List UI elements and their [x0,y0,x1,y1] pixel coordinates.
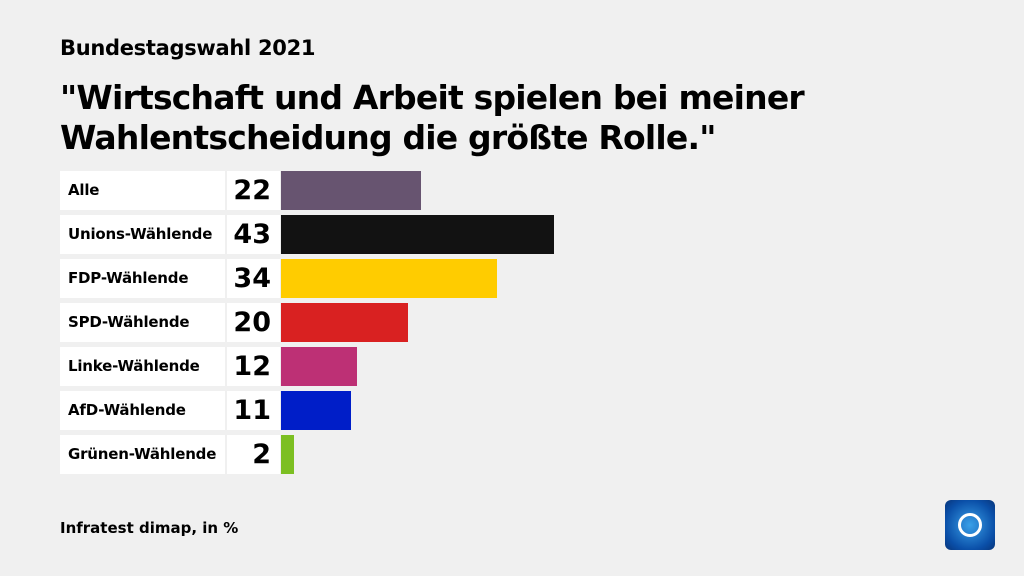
bar [281,303,408,342]
bar-row: SPD-Wählende 20 [60,303,960,342]
category-label: AfD-Wählende [60,391,225,430]
bar [281,435,294,474]
source-note: Infratest dimap, in % [60,519,239,537]
bar [281,215,554,254]
category-label: Unions-Wählende [60,215,225,254]
chart-title: "Wirtschaft und Arbeit spielen bei meine… [60,78,805,157]
bar [281,391,351,430]
bar [281,171,421,210]
category-label: Grünen-Wählende [60,435,225,474]
supertitle: Bundestagswahl 2021 [60,36,316,60]
bar-row: Linke-Wählende 12 [60,347,960,386]
value-label: 34 [227,259,280,298]
value-label: 43 [227,215,280,254]
category-label: SPD-Wählende [60,303,225,342]
bar-row: FDP-Wählende 34 [60,259,960,298]
bar-row: Grünen-Wählende 2 [60,435,960,474]
bar-row: AfD-Wählende 11 [60,391,960,430]
tagesschau-logo-icon [945,500,995,550]
value-label: 2 [227,435,280,474]
category-label: Linke-Wählende [60,347,225,386]
bar-row: Alle 22 [60,171,960,210]
bar [281,259,497,298]
value-label: 20 [227,303,280,342]
bar [281,347,358,386]
value-label: 22 [227,171,280,210]
value-label: 12 [227,347,280,386]
category-label: FDP-Wählende [60,259,225,298]
value-label: 11 [227,391,280,430]
bar-row: Unions-Wählende 43 [60,215,960,254]
category-label: Alle [60,171,225,210]
